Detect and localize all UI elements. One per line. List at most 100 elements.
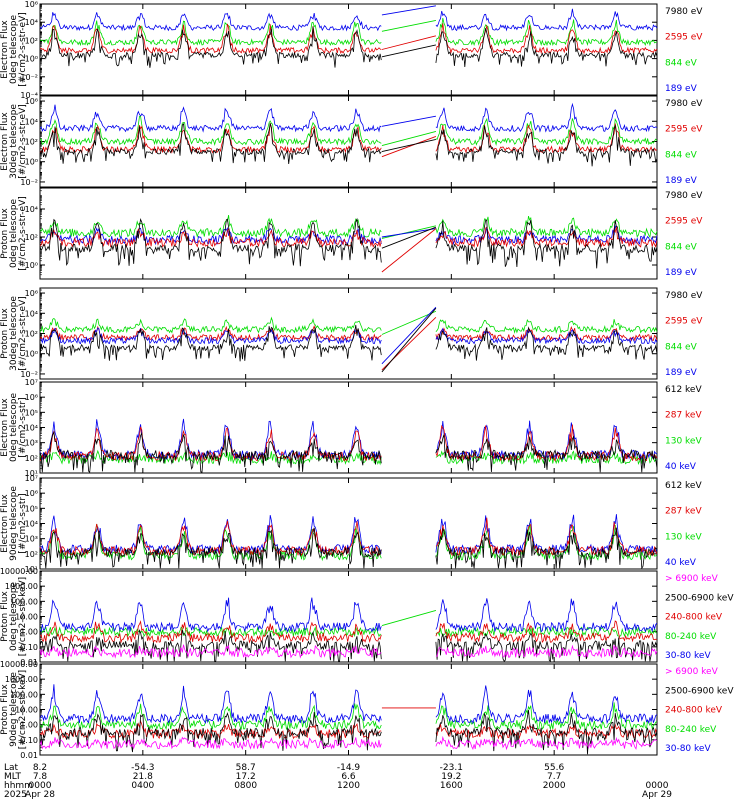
- gap-connector: [381, 115, 436, 127]
- legend-entry: 189 eV: [665, 368, 698, 378]
- y-tick-label: 1.00: [20, 628, 38, 637]
- legend-entry: 189 eV: [665, 84, 698, 94]
- footer-mlt: 17.2: [236, 772, 256, 782]
- series-red: [435, 226, 658, 248]
- y-tick-label: 10¹: [25, 565, 38, 574]
- gap-connector: [381, 310, 437, 335]
- y-tick-label: 10⁴: [25, 205, 38, 214]
- y-axis-label: MEPEDProton Flux0deg telescope[#/cm2-s-s…: [0, 577, 28, 656]
- y-axis-label: TEDElectron Flux30deg telescope[#/cm2-s-…: [0, 104, 28, 179]
- series-blue: [39, 515, 382, 556]
- series-magenta: [435, 644, 658, 659]
- series-green: [435, 318, 658, 334]
- series-red: [39, 620, 382, 644]
- series-red: [39, 426, 382, 462]
- footer-lat: -14.9: [337, 763, 361, 773]
- legend-entry: 40 keV: [665, 462, 697, 472]
- y-tick-label: 10⁵: [25, 408, 38, 417]
- footer-mlt: 6.6: [341, 772, 356, 782]
- series-magenta: [39, 644, 382, 659]
- footer-row-label: MLT: [4, 772, 22, 782]
- series-red: [435, 325, 658, 342]
- series-black: [435, 219, 658, 269]
- series-green: [435, 215, 658, 238]
- series-black: [39, 431, 382, 474]
- series-blue: [435, 102, 658, 133]
- footer-lat: -54.3: [131, 763, 154, 773]
- footer-hhmm: 0000: [29, 781, 52, 791]
- legend-entry: 7980 eV: [665, 291, 703, 301]
- y-tick-label: 0.10: [20, 736, 38, 745]
- series-blue: [39, 418, 382, 461]
- footer-lat: 8.2: [33, 763, 47, 773]
- legend-entry: > 6900 keV: [665, 574, 719, 584]
- legend-entry: 7980 eV: [665, 7, 703, 17]
- y-tick-label: 10²: [25, 550, 38, 559]
- series-black: [39, 527, 382, 569]
- y-tick-label: 10⁴: [25, 424, 38, 433]
- series-blue: [435, 598, 658, 633]
- footer-hhmm: 1200: [337, 781, 360, 791]
- legend-entry: 287 keV: [665, 507, 702, 517]
- footer-lat: 58.7: [236, 763, 256, 773]
- y-tick-label: 10⁰: [25, 55, 38, 64]
- series-red: [435, 620, 657, 644]
- y-tick-label: 10¹: [25, 469, 38, 478]
- legend-entry: 2595 eV: [665, 33, 703, 43]
- series-green: [39, 703, 382, 731]
- y-tick-label: 10000.00: [0, 567, 38, 576]
- plot-frame: [39, 663, 658, 756]
- y-tick-label: 100.00: [10, 597, 38, 606]
- series-green: [435, 450, 658, 465]
- gap-connector: [381, 225, 437, 239]
- series-blue: [435, 327, 658, 345]
- legend-entry: 30-80 keV: [665, 744, 711, 754]
- y-tick-label: 0.01: [20, 751, 38, 760]
- series-blue: [39, 104, 382, 133]
- series-black: [39, 712, 382, 753]
- gap-connector: [381, 139, 437, 153]
- plot-frame: [39, 287, 658, 380]
- series-black: [39, 122, 382, 165]
- legend-entry: 80-240 keV: [665, 632, 717, 642]
- y-tick-label: 10⁵: [25, 504, 38, 513]
- legend-entry: 2500-6900 keV: [665, 593, 734, 603]
- y-tick-label: 10⁻²: [20, 178, 38, 187]
- plot-frame: [39, 3, 658, 96]
- series-black: [39, 217, 382, 267]
- legend-entry: 7980 eV: [665, 191, 703, 201]
- panel-7: 0.010.101.0010.00100.001000.0010000.00ME…: [0, 567, 734, 667]
- footer-lat: 55.6: [544, 763, 564, 773]
- plot-frame: [39, 477, 658, 570]
- y-tick-label: 10⁻²: [20, 73, 38, 82]
- y-tick-label: 10⁶: [25, 97, 38, 106]
- footer-lat: -23.1: [440, 763, 463, 773]
- series-black: [39, 26, 382, 68]
- y-tick-label: 10²: [25, 233, 38, 242]
- y-tick-label: 1000.00: [5, 675, 38, 684]
- series-black: [435, 326, 658, 361]
- series-blue: [39, 12, 382, 32]
- series-blue: [39, 684, 382, 725]
- series-black: [435, 28, 658, 68]
- gap-connector: [381, 136, 437, 158]
- legend-entry: 2500-6900 keV: [665, 686, 734, 696]
- gap-connector: [381, 306, 437, 365]
- gap-connector: [381, 610, 437, 627]
- y-tick-label: 10²: [25, 36, 38, 45]
- footer-hhmm: 2000: [543, 781, 566, 791]
- series-red: [435, 23, 658, 55]
- y-tick-label: 10²: [25, 454, 38, 463]
- y-tick-label: 10⁶: [25, 289, 38, 298]
- y-tick-label: 10⁰: [25, 158, 38, 167]
- gap-connector: [381, 307, 437, 373]
- series-red: [435, 424, 658, 462]
- panel-6: 10¹ 10² 10³ 10⁴ 10⁵ 10⁶ 10⁷ MEPEDElectron Flux9…: [0, 474, 702, 574]
- legend-entry: 2595 eV: [665, 217, 703, 227]
- gap-connector: [381, 5, 436, 16]
- legend-entry: 80-240 keV: [665, 725, 717, 735]
- gap-connector: [381, 226, 437, 249]
- y-tick-label: 10.00: [15, 613, 38, 622]
- y-tick-label: 10²: [25, 138, 38, 147]
- y-axis-label: TEDProton Flux0deg telescope[#/cm2-s-str…: [0, 196, 28, 271]
